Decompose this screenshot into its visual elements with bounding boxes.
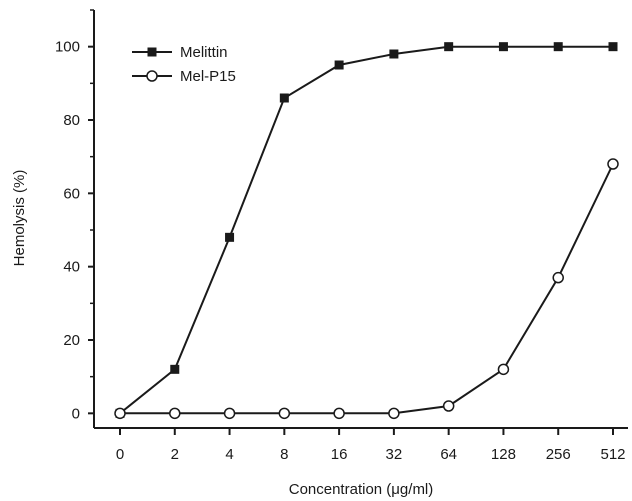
- x-tick-label: 256: [546, 446, 571, 463]
- series-line-mel-p15: [120, 163, 614, 415]
- y-axis-title: Hemolysis (%): [11, 170, 28, 267]
- point-mel-p15: [497, 363, 510, 376]
- point-melittin: [444, 42, 454, 52]
- x-tick-label: 32: [386, 446, 403, 463]
- y-tick-label: 0: [72, 405, 80, 422]
- x-tick-label: 512: [600, 446, 625, 463]
- x-tick-label: 128: [491, 446, 516, 463]
- y-tick-label: 20: [63, 332, 80, 349]
- y-tick-label: 100: [55, 39, 80, 56]
- legend-marker-mel-p15: [146, 70, 158, 82]
- x-ticks: 0 2 4 8 16 32 64 128 256 512: [116, 428, 626, 463]
- series-layer: [114, 42, 619, 420]
- y-tick-label: 40: [63, 259, 80, 276]
- point-melittin: [279, 93, 289, 103]
- point-melittin: [334, 60, 344, 70]
- point-mel-p15: [278, 407, 291, 420]
- axes: [93, 10, 628, 429]
- legend-item-mel-p15: Mel-P15: [132, 68, 236, 85]
- y-tick-label: 60: [63, 185, 80, 202]
- point-mel-p15: [223, 407, 236, 420]
- point-mel-p15: [552, 271, 564, 284]
- point-mel-p15: [114, 407, 126, 420]
- point-mel-p15: [169, 407, 181, 420]
- y-ticks: 0 20 40 60 80 100: [55, 9, 94, 422]
- x-axis-title: Concentration (μg/ml): [289, 481, 434, 498]
- point-melittin: [170, 364, 180, 374]
- legend-marker-melittin: [147, 47, 157, 57]
- x-tick-label: 64: [440, 446, 457, 463]
- point-melittin: [389, 49, 399, 59]
- x-tick-label: 8: [280, 446, 288, 463]
- x-tick-label: 0: [116, 446, 124, 463]
- x-tick-label: 16: [331, 446, 348, 463]
- point-melittin: [498, 42, 508, 52]
- point-mel-p15: [388, 407, 400, 420]
- x-tick-label: 2: [171, 446, 179, 463]
- legend-label-melittin: Melittin: [180, 44, 228, 61]
- y-tick-label: 80: [63, 112, 80, 129]
- point-melittin: [553, 42, 563, 52]
- point-melittin: [225, 232, 235, 242]
- x-tick-label: 4: [225, 446, 233, 463]
- point-mel-p15: [607, 158, 619, 170]
- point-mel-p15: [333, 407, 345, 420]
- series-line-melittin: [119, 45, 613, 415]
- point-melittin: [608, 42, 618, 52]
- legend-item-melittin: Melittin: [132, 44, 228, 61]
- legend: Melittin Mel-P15: [132, 44, 236, 85]
- legend-label-mel-p15: Mel-P15: [180, 68, 236, 85]
- point-mel-p15: [442, 400, 455, 412]
